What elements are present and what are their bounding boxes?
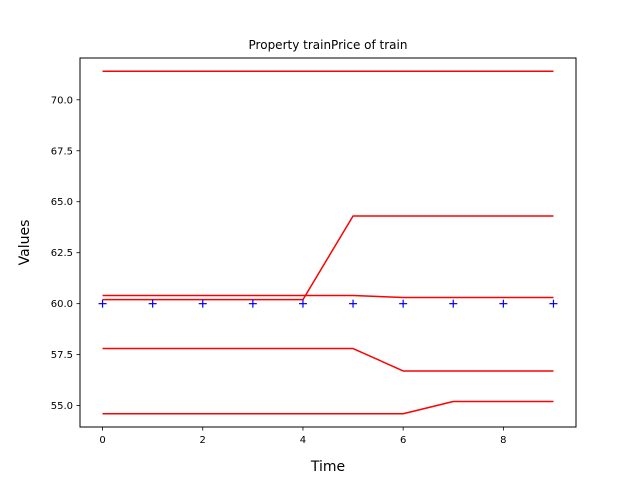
y-tick-label: 70.0: [51, 95, 73, 106]
series-line-2: [102, 215, 554, 301]
data-point-marker: [349, 299, 358, 308]
series-line-3: [102, 294, 554, 299]
ticks: 0 2 4 6 8 55.0 57.5 60.0 62.5 65.0 67.5 70.0: [51, 95, 507, 446]
y-axis-label: Values: [17, 220, 33, 266]
data-point-marker: [248, 299, 257, 308]
y-tick-label: 62.5: [51, 248, 73, 259]
chart-title: Property trainPrice of train: [249, 38, 408, 52]
y-tick-label: 65.0: [51, 197, 73, 208]
y-tick-label: 67.5: [51, 146, 73, 157]
axes-frame: [79, 57, 577, 428]
x-tick-label: 0: [99, 435, 105, 446]
series-line-5: [102, 400, 554, 415]
x-tick-label: 4: [300, 435, 306, 446]
y-tick-label: 55.0: [51, 401, 73, 412]
data-point-marker: [499, 299, 508, 308]
x-tick-label: 6: [400, 435, 406, 446]
data-point-marker: [98, 299, 107, 308]
data-point-marker: [449, 299, 458, 308]
x-tick-label: 8: [500, 435, 506, 446]
data-point-marker: [198, 299, 207, 308]
data-point-marker: [298, 299, 307, 308]
y-tick-label: 57.5: [51, 350, 73, 361]
data-point-marker: [148, 299, 157, 308]
x-tick-label: 2: [200, 435, 206, 446]
plot-area: [98, 70, 558, 415]
data-point-marker: [399, 299, 408, 308]
y-tick-label: 60.0: [51, 299, 73, 310]
x-axis-label: Time: [310, 459, 345, 475]
series-line-4: [102, 347, 554, 372]
data-point-marker: [549, 299, 558, 308]
